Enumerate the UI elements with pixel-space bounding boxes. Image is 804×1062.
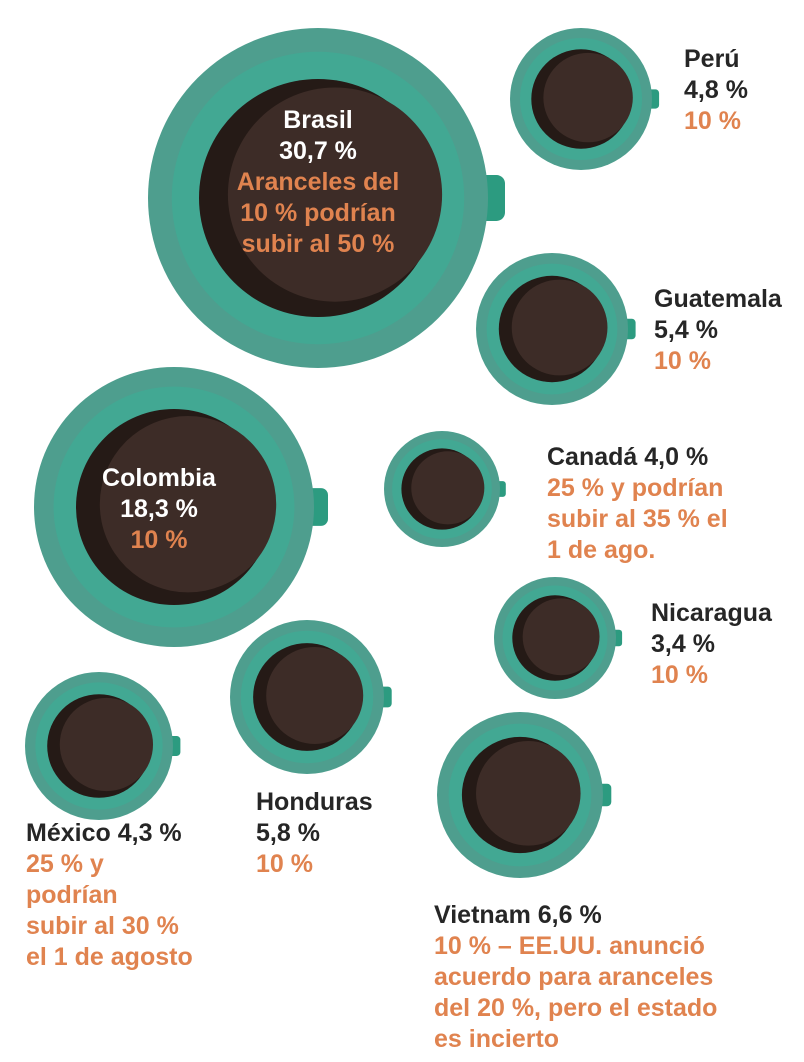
country-name: Colombia (102, 464, 216, 492)
coffee-surface (511, 279, 608, 376)
country-name: Vietnam (434, 901, 531, 929)
coffee-surface (227, 87, 443, 302)
coffee-surface (522, 598, 600, 676)
country-name: Canadá (547, 443, 638, 471)
cup-brasil (148, 28, 505, 368)
cup-honduras (230, 620, 392, 774)
tariff-text: 10 % (256, 850, 313, 878)
label-mexico: México 4,3 % 25 % y podrían subir al 30 %… (26, 818, 193, 973)
tariff-text: 10 % (651, 661, 708, 689)
country-name: Guatemala (654, 285, 782, 313)
cup-guatemala (476, 253, 636, 405)
tariff-text: 25 % y podrían subir al 35 % el 1 de ago… (547, 474, 728, 564)
share-value: 4,0 % (644, 443, 709, 471)
country-name: Brasil (283, 106, 353, 134)
tariff-text: 10 % (654, 347, 711, 375)
tariff-text: Aranceles del 10 % podrían subir al 50 % (236, 168, 400, 258)
share-value: 5,8 % (256, 819, 320, 847)
label-vietnam: Vietnam 6,6 % 10 % – EE.UU. anunció acuer… (434, 900, 717, 1055)
cup-canada (384, 431, 506, 547)
coffee-surface (59, 697, 154, 792)
share-value: 30,7 % (279, 137, 357, 165)
country-name: México (26, 819, 111, 847)
cup-colombia (34, 367, 328, 647)
tariff-text: 10 % (684, 107, 741, 135)
share-value: 3,4 % (651, 630, 715, 658)
label-nicaragua: Nicaragua 3,4 % 10 % (651, 598, 772, 691)
country-name: Nicaragua (651, 599, 772, 627)
share-value: 6,6 % (537, 901, 602, 929)
coffee-surface (99, 416, 277, 593)
coffee-surface (411, 451, 485, 525)
label-canada: Canadá 4,0 % 25 % y podrían subir al 35 %… (547, 442, 728, 566)
share-value: 4,3 % (117, 819, 182, 847)
share-value: 18,3 % (120, 495, 198, 523)
cup-mexico (25, 672, 181, 820)
label-colombia: Colombia 18,3 % 10 % (102, 463, 216, 556)
share-value: 4,8 % (684, 76, 748, 104)
label-brasil: Brasil 30,7 % Aranceles del 10 % podrían s… (237, 105, 400, 260)
country-name: Perú (684, 45, 740, 73)
label-peru: Perú 4,8 % 10 % (684, 44, 748, 137)
cup-vietnam (437, 712, 612, 878)
tariff-text: 10 % (130, 526, 188, 554)
tariff-text: 25 % y podrían subir al 30 % el 1 de ago… (26, 850, 193, 971)
coffee-surface (266, 646, 364, 744)
label-honduras: Honduras 5,8 % 10 % (256, 787, 373, 880)
label-guatemala: Guatemala 5,4 % 10 % (654, 284, 782, 377)
coffee-surface (476, 741, 581, 846)
cup-peru (510, 28, 660, 170)
share-value: 5,4 % (654, 316, 718, 344)
coffee-surface (543, 52, 633, 143)
tariff-text: 10 % – EE.UU. anunció acuerdo para aranc… (434, 932, 718, 1053)
cup-nicaragua (494, 577, 623, 699)
country-name: Honduras (256, 788, 373, 816)
